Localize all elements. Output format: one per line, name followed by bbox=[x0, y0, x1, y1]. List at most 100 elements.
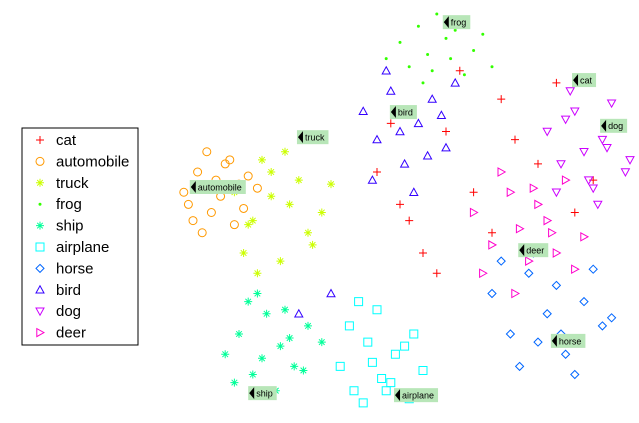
annotation-label: cat bbox=[580, 75, 593, 85]
annotation-pointer bbox=[395, 389, 401, 402]
point bbox=[381, 65, 392, 75]
point bbox=[462, 73, 466, 77]
point bbox=[497, 167, 507, 177]
point bbox=[317, 338, 326, 347]
point bbox=[262, 309, 271, 318]
legend-marker bbox=[35, 156, 45, 166]
point bbox=[580, 231, 590, 242]
point bbox=[556, 160, 566, 169]
point bbox=[543, 215, 553, 226]
point bbox=[344, 321, 354, 331]
annotation-pointer bbox=[249, 387, 255, 400]
point bbox=[358, 106, 369, 115]
point bbox=[285, 200, 294, 209]
point bbox=[281, 305, 289, 314]
point bbox=[561, 175, 571, 185]
point bbox=[317, 208, 326, 217]
point bbox=[413, 118, 424, 128]
point bbox=[202, 147, 212, 157]
point bbox=[409, 329, 419, 339]
annotation-box bbox=[296, 130, 329, 145]
legend-label: ship bbox=[56, 218, 84, 235]
legend-label: automobile bbox=[56, 153, 129, 170]
point bbox=[281, 147, 289, 156]
point bbox=[395, 126, 405, 136]
point bbox=[239, 249, 248, 257]
point bbox=[407, 65, 411, 69]
point bbox=[373, 168, 381, 176]
point bbox=[552, 78, 561, 87]
annotations: frog cat dog bird truck automobile deer horse sh… bbox=[189, 15, 628, 403]
point bbox=[588, 184, 599, 194]
annotation-label: frog bbox=[451, 18, 467, 28]
point bbox=[505, 329, 516, 339]
point bbox=[481, 32, 485, 36]
point bbox=[335, 361, 345, 371]
point bbox=[267, 168, 276, 176]
annotation-box bbox=[518, 243, 549, 258]
point bbox=[430, 69, 434, 73]
point bbox=[299, 366, 308, 375]
legend-label: frog bbox=[56, 196, 82, 213]
point bbox=[625, 156, 635, 165]
point bbox=[253, 289, 262, 298]
point bbox=[472, 49, 476, 52]
point bbox=[515, 223, 525, 234]
annotation-label: automobile bbox=[198, 182, 242, 192]
point bbox=[597, 135, 608, 145]
point bbox=[524, 268, 534, 278]
point bbox=[450, 77, 461, 87]
point bbox=[548, 227, 557, 238]
point bbox=[552, 248, 562, 258]
point bbox=[418, 365, 428, 375]
point bbox=[258, 354, 266, 363]
annotation-pointer bbox=[443, 16, 449, 29]
point bbox=[525, 256, 534, 266]
annotation-box bbox=[572, 73, 597, 88]
point bbox=[183, 199, 193, 209]
point bbox=[479, 268, 488, 279]
annotation-label: deer bbox=[526, 246, 544, 256]
point bbox=[570, 208, 579, 217]
point bbox=[304, 321, 312, 330]
point bbox=[488, 228, 496, 237]
annotation-label: horse bbox=[559, 336, 582, 346]
annotation-pointer bbox=[190, 180, 196, 193]
point bbox=[326, 288, 336, 298]
point bbox=[372, 305, 382, 315]
point bbox=[197, 228, 207, 238]
point bbox=[606, 99, 617, 109]
point bbox=[511, 135, 519, 144]
point bbox=[497, 95, 506, 104]
point bbox=[229, 220, 239, 230]
point bbox=[248, 370, 257, 379]
point bbox=[230, 378, 239, 387]
annotation-pointer bbox=[297, 131, 303, 144]
point bbox=[533, 337, 543, 347]
annotation-box bbox=[394, 388, 439, 403]
point bbox=[248, 216, 257, 225]
point bbox=[276, 257, 285, 266]
point bbox=[244, 220, 253, 229]
point bbox=[188, 216, 198, 226]
point bbox=[386, 378, 396, 388]
point bbox=[506, 187, 516, 198]
point bbox=[327, 180, 335, 189]
point bbox=[588, 264, 598, 274]
point bbox=[349, 386, 359, 396]
point bbox=[267, 192, 276, 201]
annotation-pointer bbox=[390, 106, 396, 119]
point bbox=[252, 183, 262, 193]
point bbox=[455, 66, 464, 75]
point bbox=[579, 296, 589, 307]
point bbox=[511, 288, 521, 299]
point bbox=[293, 308, 304, 318]
point bbox=[542, 309, 552, 319]
point bbox=[534, 159, 542, 168]
point bbox=[419, 249, 427, 257]
legend-box bbox=[21, 127, 139, 346]
point bbox=[354, 297, 364, 307]
point bbox=[367, 175, 378, 184]
legend-marker bbox=[36, 327, 46, 338]
point bbox=[422, 150, 433, 160]
